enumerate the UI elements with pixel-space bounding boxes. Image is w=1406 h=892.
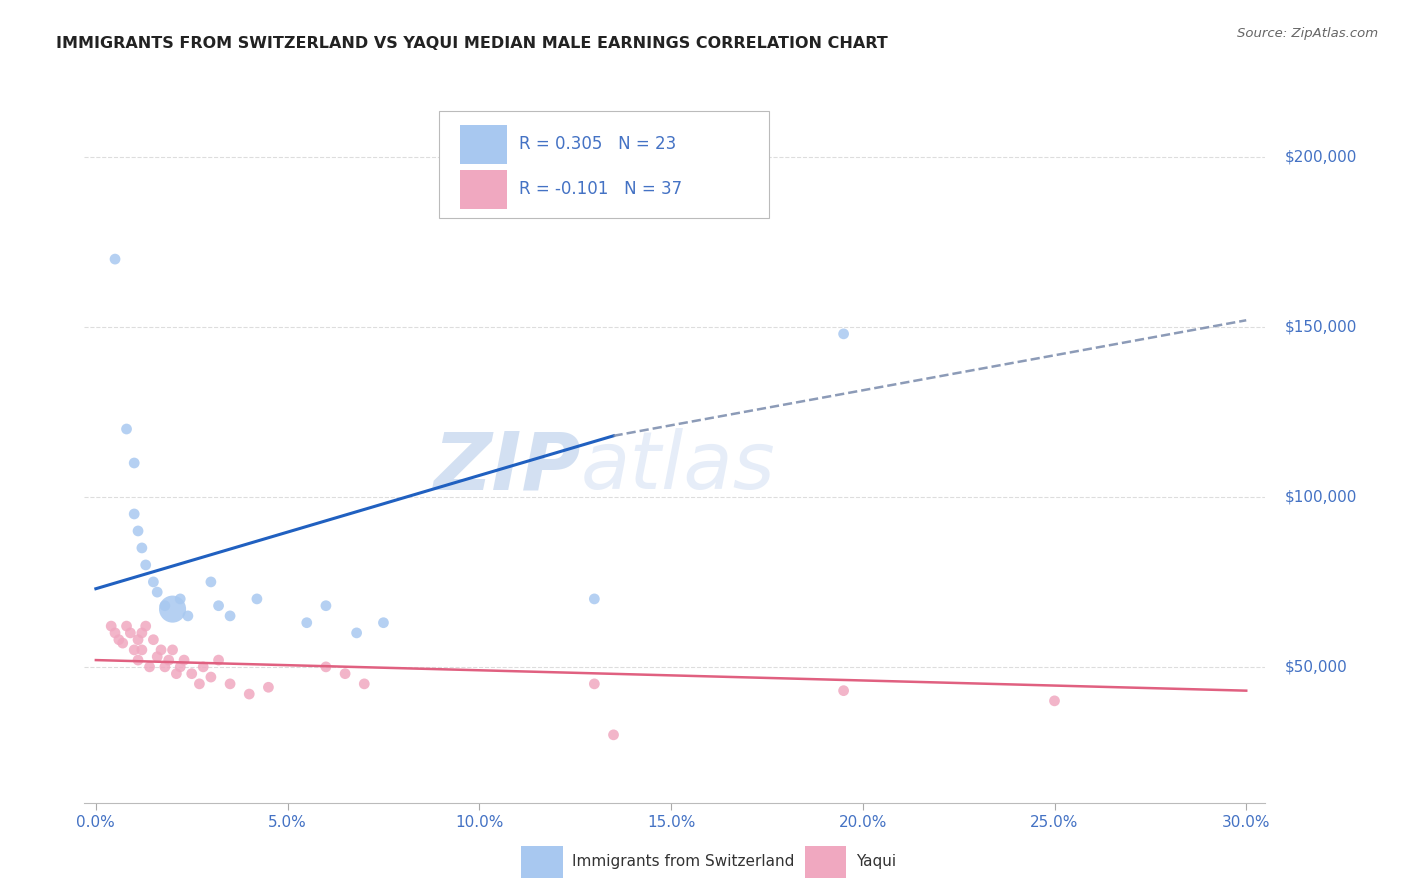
Point: [169, 660, 191, 674]
Point: [162, 602, 184, 616]
Point: [295, 615, 318, 630]
Point: [200, 670, 222, 684]
Point: [333, 666, 356, 681]
FancyBboxPatch shape: [460, 169, 508, 209]
Point: [238, 687, 260, 701]
Point: [373, 615, 395, 630]
Point: [146, 649, 169, 664]
Point: [122, 456, 145, 470]
Point: [146, 585, 169, 599]
FancyBboxPatch shape: [804, 846, 846, 878]
Point: [832, 326, 855, 341]
Point: [602, 728, 624, 742]
Point: [315, 660, 337, 674]
Point: [153, 660, 176, 674]
Point: [162, 643, 184, 657]
Point: [257, 680, 280, 694]
Point: [173, 653, 195, 667]
Point: [131, 626, 153, 640]
Point: [120, 626, 142, 640]
Point: [131, 541, 153, 555]
Point: [832, 683, 855, 698]
Point: [100, 619, 122, 633]
FancyBboxPatch shape: [522, 846, 562, 878]
Text: IMMIGRANTS FROM SWITZERLAND VS YAQUI MEDIAN MALE EARNINGS CORRELATION CHART: IMMIGRANTS FROM SWITZERLAND VS YAQUI MED…: [56, 36, 889, 51]
Point: [165, 666, 187, 681]
Point: [177, 608, 200, 623]
Point: [207, 599, 229, 613]
Point: [111, 636, 134, 650]
Point: [142, 632, 165, 647]
Point: [153, 599, 176, 613]
Point: [219, 608, 242, 623]
Point: [142, 574, 165, 589]
Point: [219, 677, 242, 691]
Point: [246, 591, 269, 606]
Point: [315, 599, 337, 613]
Point: [1043, 694, 1066, 708]
FancyBboxPatch shape: [460, 125, 508, 164]
Point: [346, 626, 368, 640]
Point: [353, 677, 375, 691]
Point: [157, 653, 180, 667]
Text: $200,000: $200,000: [1285, 150, 1357, 165]
Point: [122, 643, 145, 657]
Point: [131, 643, 153, 657]
Point: [583, 677, 606, 691]
Text: $100,000: $100,000: [1285, 490, 1357, 505]
Text: Immigrants from Switzerland: Immigrants from Switzerland: [572, 854, 794, 869]
Point: [188, 677, 211, 691]
Point: [115, 422, 138, 436]
Point: [127, 653, 149, 667]
Text: atlas: atlas: [581, 428, 775, 507]
Text: $150,000: $150,000: [1285, 319, 1357, 334]
Text: $50,000: $50,000: [1285, 659, 1347, 674]
Point: [135, 558, 157, 572]
Text: Yaqui: Yaqui: [856, 854, 896, 869]
Point: [169, 591, 191, 606]
Point: [127, 524, 149, 538]
Point: [150, 643, 173, 657]
Point: [583, 591, 606, 606]
Point: [115, 619, 138, 633]
Point: [122, 507, 145, 521]
Point: [135, 619, 157, 633]
Point: [207, 653, 229, 667]
Text: R = -0.101   N = 37: R = -0.101 N = 37: [519, 180, 682, 198]
Text: ZIP: ZIP: [433, 428, 581, 507]
Point: [127, 632, 149, 647]
Point: [193, 660, 215, 674]
Text: R = 0.305   N = 23: R = 0.305 N = 23: [519, 136, 676, 153]
FancyBboxPatch shape: [439, 111, 769, 218]
Point: [108, 632, 131, 647]
Point: [138, 660, 160, 674]
Point: [200, 574, 222, 589]
Point: [104, 626, 127, 640]
Point: [180, 666, 202, 681]
Text: Source: ZipAtlas.com: Source: ZipAtlas.com: [1237, 27, 1378, 40]
Point: [104, 252, 127, 266]
